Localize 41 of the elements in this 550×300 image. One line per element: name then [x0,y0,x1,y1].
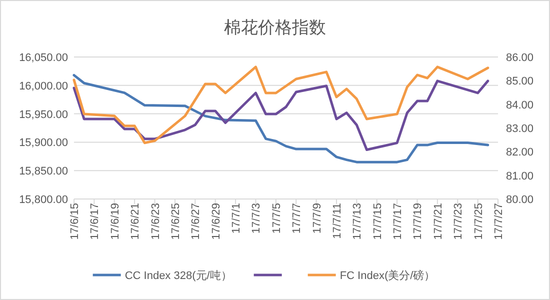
x-tick-label: 17/6/21 [130,203,142,240]
legend-label: CC Index 328(元/吨） [124,269,232,282]
y-tick-label: 15,850.00 [19,166,68,178]
x-tick-label: 17/7/3 [250,203,263,234]
legend-label: FC Index(美分/磅） [340,269,436,282]
x-tick-label: 17/6/15 [69,203,81,240]
x-tick-label: 17/7/1 [230,203,243,234]
x-tick-label: 17/7/25 [472,203,485,240]
x-tick-label: 17/6/27 [190,203,202,240]
x-tick-label: 17/7/13 [352,203,364,240]
y2-tick-label: 84.00 [506,99,534,112]
y2-tick-label: 81.00 [506,170,534,182]
x-tick-label: 17/7/23 [452,203,465,240]
y2-tick-label: 83.00 [506,123,534,135]
y2-tick-label: 85.00 [506,76,534,88]
x-tick-label: 17/7/15 [372,203,384,240]
x-tick-label: 17/7/11 [331,203,344,239]
y2-tick-label: 80.00 [506,194,534,206]
line-series [72,74,490,164]
x-tick-label: 17/6/17 [89,203,102,240]
x-tick-label: 17/6/23 [150,203,162,240]
x-tick-label: 17/6/19 [109,203,122,240]
y-tick-label: 16,000.00 [19,80,68,92]
x-tick-label: 17/7/27 [493,203,505,240]
y2-tick-label: 86.00 [506,52,534,64]
x-tick-label: 17/7/7 [291,203,304,234]
x-tick-label: 17/7/17 [392,203,404,240]
y2-tick-label: 82.00 [506,146,534,159]
chart-title: 棉花价格指数 [224,18,326,37]
x-tick-label: 17/7/9 [311,203,324,234]
x-tick-label: 17/6/29 [210,203,222,240]
y-tick-label: 15,800.00 [19,194,68,206]
line-series [72,66,490,144]
y-tick-label: 15,900.00 [19,137,68,150]
x-tick-label: 17/7/21 [432,203,444,240]
x-tick-label: 17/7/5 [270,203,283,234]
line-series [72,80,490,152]
x-tick-label: 17/7/19 [412,203,424,240]
x-tick-label: 17/6/25 [170,203,182,240]
y-tick-label: 16,050.00 [19,52,68,64]
y-tick-label: 15,950.00 [19,108,68,121]
